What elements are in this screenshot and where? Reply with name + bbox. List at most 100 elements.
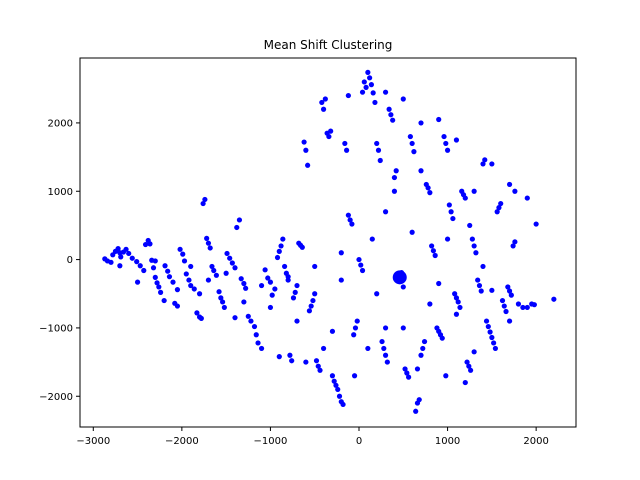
data-point bbox=[372, 99, 378, 106]
data-point bbox=[489, 161, 495, 167]
data-point bbox=[301, 139, 307, 145]
data-point bbox=[375, 147, 382, 153]
data-point bbox=[515, 301, 522, 307]
data-point bbox=[443, 140, 449, 147]
data-point bbox=[265, 275, 271, 281]
data-point bbox=[551, 296, 557, 302]
data-point bbox=[475, 277, 481, 283]
data-point bbox=[147, 241, 153, 247]
data-point bbox=[466, 363, 472, 369]
data-point bbox=[354, 318, 360, 324]
data-point bbox=[202, 196, 208, 203]
data-point bbox=[238, 276, 244, 282]
data-point bbox=[205, 240, 212, 246]
data-point bbox=[340, 401, 346, 408]
data-point bbox=[409, 140, 415, 147]
data-point bbox=[115, 246, 121, 252]
data-point bbox=[310, 297, 316, 304]
data-point bbox=[351, 332, 357, 338]
data-point bbox=[241, 299, 247, 305]
data-point bbox=[227, 255, 233, 261]
data-point bbox=[253, 332, 259, 338]
data-point bbox=[312, 291, 318, 297]
data-point bbox=[152, 258, 158, 264]
data-point bbox=[418, 120, 424, 126]
data-point bbox=[329, 373, 336, 379]
data-point bbox=[294, 318, 300, 324]
data-point bbox=[181, 258, 188, 264]
data-point bbox=[356, 256, 362, 263]
data-point bbox=[406, 374, 412, 380]
data-point bbox=[478, 288, 484, 294]
data-point bbox=[320, 345, 327, 352]
data-point bbox=[436, 116, 442, 123]
data-point bbox=[204, 235, 210, 241]
data-point bbox=[183, 271, 189, 277]
data-point bbox=[499, 297, 506, 304]
data-point bbox=[363, 84, 369, 90]
data-point bbox=[368, 82, 374, 88]
data-point bbox=[491, 340, 497, 346]
data-point bbox=[492, 345, 498, 352]
data-point bbox=[457, 304, 463, 311]
data-point bbox=[480, 263, 486, 270]
data-point bbox=[347, 217, 353, 223]
data-point bbox=[365, 69, 371, 75]
data-point bbox=[223, 270, 229, 276]
data-point bbox=[174, 287, 181, 293]
data-point bbox=[326, 133, 332, 140]
data-point bbox=[328, 128, 334, 134]
data-point bbox=[290, 295, 297, 301]
data-point bbox=[506, 288, 513, 294]
data-point bbox=[473, 250, 479, 256]
x-tick-label: −1000 bbox=[254, 436, 288, 447]
data-point bbox=[508, 292, 514, 298]
data-point bbox=[342, 140, 348, 147]
data-point bbox=[349, 221, 355, 227]
data-point bbox=[402, 366, 408, 372]
data-point bbox=[320, 106, 327, 112]
data-point bbox=[382, 325, 389, 331]
data-point bbox=[524, 304, 530, 311]
data-point bbox=[427, 301, 433, 307]
data-point bbox=[305, 162, 311, 168]
data-point bbox=[432, 252, 438, 259]
data-point bbox=[186, 277, 192, 283]
data-point bbox=[400, 325, 406, 331]
data-point bbox=[421, 338, 428, 345]
data-point bbox=[221, 304, 227, 311]
data-point bbox=[126, 250, 132, 257]
data-point bbox=[154, 280, 160, 286]
data-point bbox=[218, 295, 224, 301]
data-point bbox=[494, 209, 500, 215]
data-point bbox=[471, 349, 477, 355]
data-point bbox=[177, 246, 183, 252]
data-point bbox=[232, 265, 238, 271]
data-point bbox=[174, 303, 181, 309]
data-point bbox=[241, 280, 247, 287]
data-point bbox=[162, 263, 168, 269]
data-point bbox=[229, 260, 235, 266]
data-point bbox=[180, 251, 186, 257]
data-point bbox=[352, 325, 359, 331]
data-point bbox=[335, 386, 341, 393]
data-point bbox=[255, 340, 261, 346]
data-point bbox=[471, 243, 477, 249]
data-point bbox=[448, 209, 454, 215]
data-point bbox=[506, 318, 513, 324]
data-point bbox=[258, 282, 265, 289]
data-point bbox=[205, 277, 212, 283]
data-point bbox=[234, 224, 240, 231]
data-point bbox=[117, 263, 123, 269]
data-point bbox=[294, 282, 300, 289]
y-axis: −2000 −1000 0 1000 2000 bbox=[39, 118, 80, 403]
points-layer bbox=[102, 69, 557, 414]
data-point bbox=[245, 313, 251, 319]
data-point bbox=[209, 263, 215, 270]
data-point bbox=[142, 241, 149, 248]
data-point bbox=[501, 303, 507, 309]
x-axis: −3000 −2000 −1000 0 1000 2000 bbox=[76, 427, 549, 447]
data-point bbox=[404, 370, 410, 376]
data-point bbox=[444, 236, 451, 242]
